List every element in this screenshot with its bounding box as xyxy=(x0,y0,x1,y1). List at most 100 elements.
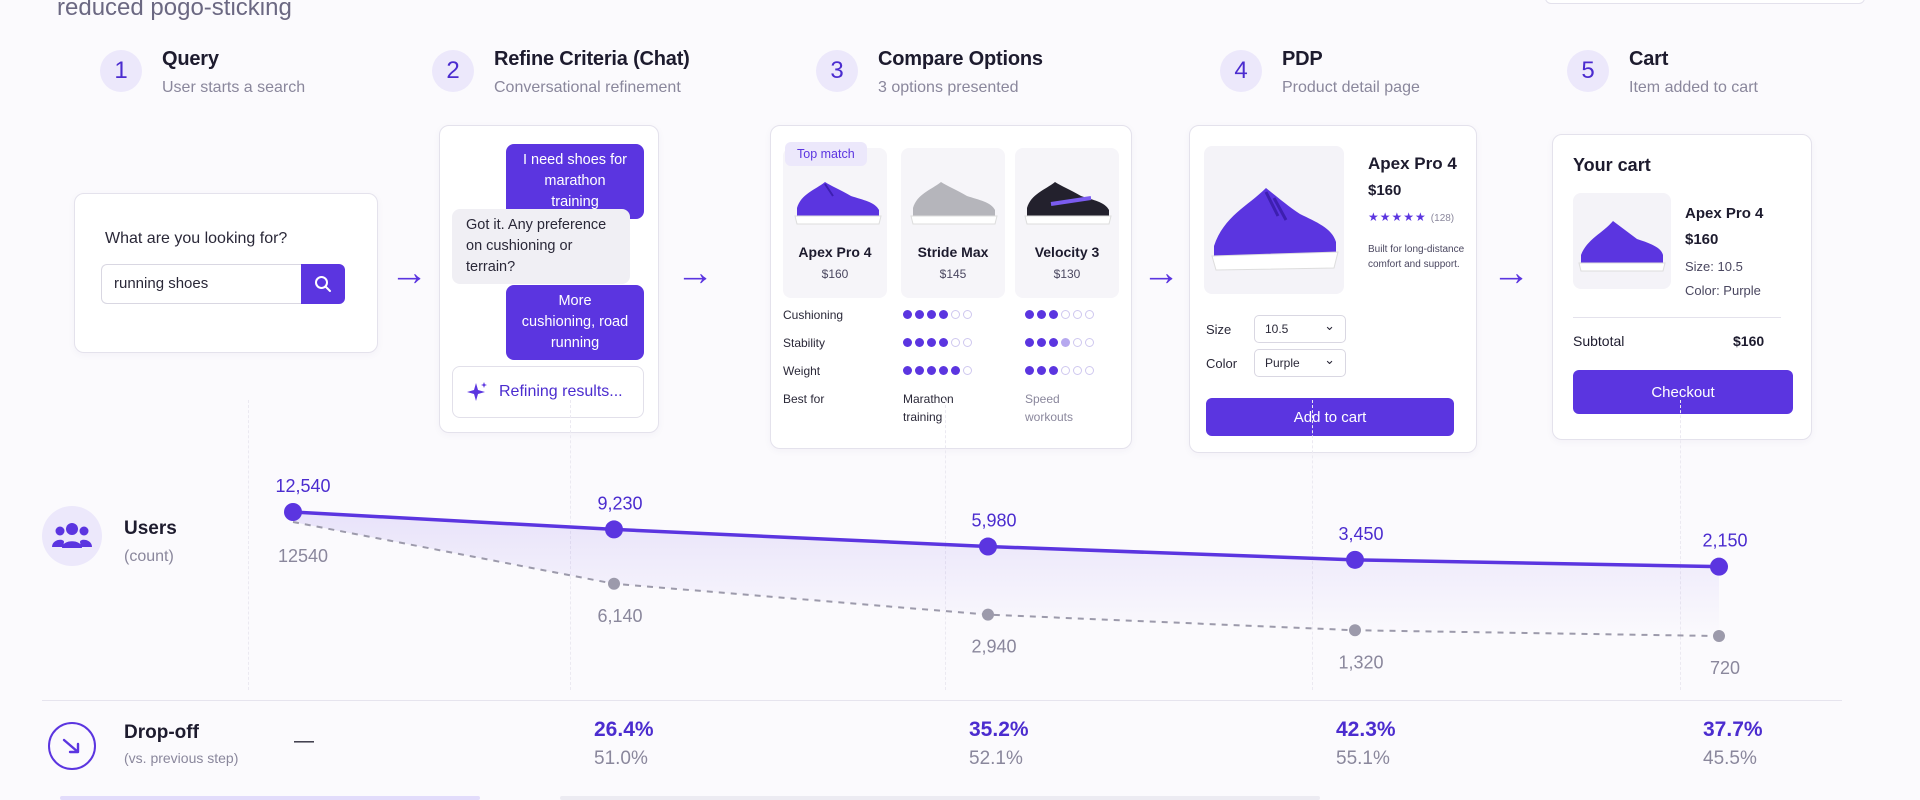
step-title: Refine Criteria (Chat) xyxy=(494,48,690,70)
arrow-right-icon: → xyxy=(390,252,428,294)
option-price: $130 xyxy=(1053,267,1081,281)
option-price: $145 xyxy=(939,267,967,281)
dropoff-rate-secondary: 52.1% xyxy=(969,748,1023,769)
product-title: Apex Pro 4 xyxy=(1368,154,1457,173)
divider xyxy=(1573,317,1781,318)
search-input[interactable]: running shoes xyxy=(101,264,301,304)
footer-bar xyxy=(560,796,1320,800)
rating-dots xyxy=(1025,338,1094,347)
cart-item-size: Size: 10.5 xyxy=(1685,259,1743,274)
product-image xyxy=(1204,146,1344,294)
page-subtitle: reduced pogo-sticking xyxy=(57,0,292,21)
step-subtitle: Item added to cart xyxy=(1629,79,1758,96)
secondary-value-label: 6,140 xyxy=(597,606,642,626)
search-button[interactable] xyxy=(301,264,345,304)
cart-card: Your cart Apex Pro 4 $160 Size: 10.5 Col… xyxy=(1552,134,1812,440)
color-select[interactable]: Purple xyxy=(1254,349,1346,377)
size-select[interactable]: 10.5 xyxy=(1254,315,1346,343)
step-5: 5 Cart Item added to cart xyxy=(1567,48,1758,97)
funnel-area xyxy=(293,512,1719,637)
primary-point xyxy=(605,520,623,539)
dropoff-icon-badge xyxy=(48,722,96,770)
primary-value-label: 3,450 xyxy=(1338,524,1383,544)
dropoff-rate: 37.7% xyxy=(1703,718,1763,741)
primary-point xyxy=(979,537,997,556)
query-label: What are you looking for? xyxy=(105,230,288,247)
pdp-card: Apex Pro 4 $160 ★★★★★ (128) Built for lon… xyxy=(1189,125,1477,453)
step-title: PDP xyxy=(1282,48,1323,70)
step-subtitle: Product detail page xyxy=(1282,79,1420,96)
dropoff-rate-secondary: 51.0% xyxy=(594,748,648,769)
step-4: 4 PDP Product detail page xyxy=(1220,48,1420,97)
add-to-cart-button[interactable]: Add to cart xyxy=(1206,398,1454,436)
primary-point xyxy=(1346,550,1364,569)
trend-down-icon xyxy=(62,738,80,754)
grid-line xyxy=(1312,400,1313,690)
secondary-point xyxy=(1713,630,1725,643)
refining-text: Refining results... xyxy=(499,383,623,400)
step-2: 2 Refine Criteria (Chat) Conversational … xyxy=(432,48,690,97)
step-1: 1 Query User starts a search xyxy=(100,48,305,97)
secondary-value-label: 2,940 xyxy=(971,637,1016,657)
shoe-image xyxy=(794,182,882,225)
step-number: 5 xyxy=(1567,50,1609,92)
best-for-text: Marathon training xyxy=(903,392,954,424)
step-subtitle: 3 options presented xyxy=(878,79,1019,96)
dropoff-rate-secondary: 45.5% xyxy=(1703,748,1757,769)
arrow-right-icon: → xyxy=(1492,252,1530,294)
cart-title: Your cart xyxy=(1573,155,1651,175)
rating-dots xyxy=(1025,310,1094,319)
dropoff-rate: 42.3% xyxy=(1336,718,1396,741)
best-for-text: Speed workouts xyxy=(1025,392,1074,424)
step-number: 3 xyxy=(816,50,858,92)
size-label: Size xyxy=(1206,322,1232,337)
search-icon xyxy=(315,276,331,292)
chat-message-user: More cushioning, road running xyxy=(506,285,644,360)
rating-dots xyxy=(903,366,972,375)
attr-label: Weight xyxy=(783,364,821,378)
arrow-right-icon: → xyxy=(676,252,714,294)
rating-dots xyxy=(903,310,972,319)
shoe-image xyxy=(1578,221,1666,272)
cart-item-color: Color: Purple xyxy=(1685,283,1761,298)
cart-item-image xyxy=(1573,193,1671,289)
rating-dots xyxy=(903,338,972,347)
primary-value-label: 9,230 xyxy=(597,493,642,513)
top-match-badge: Top match xyxy=(785,142,867,166)
dropoff-subtitle: (vs. previous step) xyxy=(124,750,239,766)
subtotal-value: $160 xyxy=(1733,333,1765,349)
arrow-right-icon: → xyxy=(1142,252,1180,294)
users-icon-badge xyxy=(42,506,102,566)
checkout-button[interactable]: Checkout xyxy=(1573,370,1793,414)
query-card: What are you looking for? running shoes xyxy=(74,193,378,353)
dropoff-title: Drop-off xyxy=(124,722,199,743)
step-title: Query xyxy=(162,48,219,70)
step-number: 1 xyxy=(100,50,142,92)
users-title: Users xyxy=(124,518,177,539)
secondary-value-label: 720 xyxy=(1710,658,1740,678)
grid-line xyxy=(248,400,249,690)
users-icon xyxy=(52,523,92,548)
secondary-value-label: 1,320 xyxy=(1338,652,1383,672)
step-subtitle: Conversational refinement xyxy=(494,79,681,96)
step-3: 3 Compare Options 3 options presented xyxy=(816,48,1043,97)
dropoff-none: — xyxy=(294,730,314,752)
product-price: $160 xyxy=(1368,182,1402,199)
product-description: Built for long-distance comfort and supp… xyxy=(1368,244,1465,270)
primary-point xyxy=(1710,557,1728,576)
attr-label: Cushioning xyxy=(783,308,844,322)
option-name: Apex Pro 4 xyxy=(798,244,872,260)
dropoff-rate: 35.2% xyxy=(969,718,1029,741)
grid-line xyxy=(1680,400,1681,690)
attr-label: Stability xyxy=(783,336,826,350)
rating-dots xyxy=(1025,366,1094,375)
primary-value-label: 2,150 xyxy=(1702,531,1747,551)
shoe-image xyxy=(1024,182,1112,225)
step-number: 2 xyxy=(432,50,474,92)
dropoff-rate: 26.4% xyxy=(594,718,654,741)
sparkle-icon xyxy=(467,382,487,401)
color-label: Color xyxy=(1206,356,1238,371)
secondary-value-label: 12540 xyxy=(278,546,328,566)
star-rating: ★★★★★ (128) xyxy=(1368,210,1454,224)
